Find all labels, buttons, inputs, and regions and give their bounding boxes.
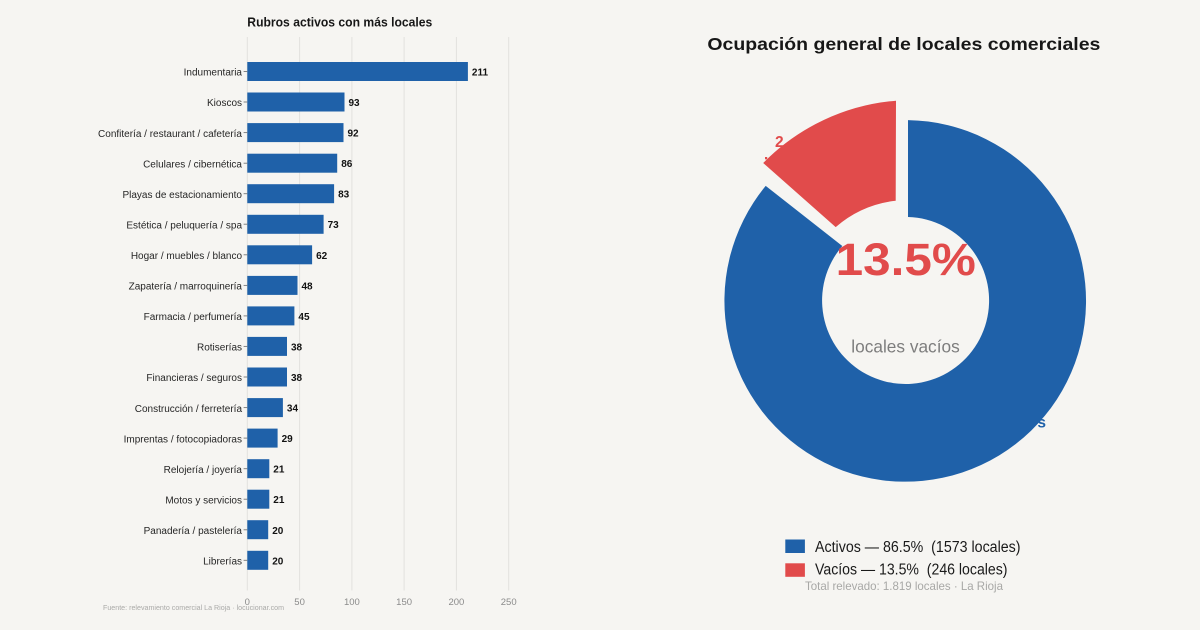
- svg-text:211: 211: [472, 68, 489, 79]
- svg-text:45: 45: [298, 312, 310, 323]
- svg-text:20: 20: [272, 556, 284, 567]
- svg-text:Construcción / ferretería: Construcción / ferretería: [135, 404, 243, 415]
- svg-text:Kioscos: Kioscos: [207, 98, 242, 109]
- svg-text:Confitería / restaurant / cafe: Confitería / restaurant / cafetería: [98, 129, 242, 140]
- svg-text:Estética / peluquería / spa: Estética / peluquería / spa: [126, 220, 242, 231]
- svg-text:Indumentaria: Indumentaria: [184, 68, 243, 79]
- svg-text:locales vacíos: locales vacíos: [851, 337, 960, 357]
- svg-text:s: s: [1037, 415, 1046, 432]
- svg-text:Playas de estacionamiento: Playas de estacionamiento: [122, 190, 242, 201]
- svg-text:29: 29: [282, 434, 294, 445]
- svg-text:0: 0: [245, 597, 250, 608]
- svg-text:48: 48: [302, 281, 314, 292]
- svg-text:Farmacia / perfumería: Farmacia / perfumería: [144, 312, 243, 323]
- svg-text:38: 38: [291, 373, 303, 384]
- svg-text:Rubros activos con más locales: Rubros activos con más locales: [247, 16, 432, 30]
- svg-text:Hogar / muebles / blanco: Hogar / muebles / blanco: [131, 251, 243, 262]
- svg-text:73: 73: [328, 220, 340, 231]
- svg-text:13.5%: 13.5%: [836, 234, 976, 285]
- svg-text:20: 20: [272, 526, 284, 537]
- svg-text:34: 34: [287, 404, 299, 415]
- svg-text:Imprentas / fotocopiadoras: Imprentas / fotocopiadoras: [124, 434, 242, 445]
- svg-text:86: 86: [341, 159, 353, 170]
- svg-text:92: 92: [348, 129, 360, 140]
- svg-text:Total relevado: 1.819 locales: Total relevado: 1.819 locales · La Rioja: [805, 579, 1003, 593]
- svg-text:62: 62: [316, 251, 328, 262]
- svg-text:93: 93: [349, 98, 361, 109]
- svg-text:Ocupación general de locales c: Ocupación general de locales comerciales: [707, 34, 1100, 54]
- svg-text:Fuente: relevamiento comercial: Fuente: relevamiento comercial La Rioja …: [103, 603, 284, 612]
- svg-text:250: 250: [501, 597, 517, 608]
- svg-text:Zapatería / marroquinería: Zapatería / marroquinería: [129, 282, 243, 293]
- svg-text:Financieras / seguros: Financieras / seguros: [146, 373, 242, 384]
- svg-text:83: 83: [338, 190, 350, 201]
- svg-text:21: 21: [273, 495, 285, 506]
- svg-text:Rotiserías: Rotiserías: [197, 343, 242, 354]
- svg-text:Celulares / cibernética: Celulares / cibernética: [143, 159, 242, 170]
- svg-text:Relojería / joyería: Relojería / joyería: [164, 465, 243, 476]
- svg-text:Panadería / pastelería: Panadería / pastelería: [144, 526, 243, 537]
- svg-text:Activos — 86.5% (1573 locales: Activos — 86.5% (1573 locales): [815, 539, 1021, 556]
- svg-text:50: 50: [294, 597, 305, 608]
- svg-text:150: 150: [396, 597, 412, 608]
- svg-text:Librerías: Librerías: [203, 557, 242, 568]
- svg-text:21: 21: [273, 465, 285, 476]
- svg-text:200: 200: [448, 597, 464, 608]
- svg-text:Vacíos — 13.5% (246 locales): Vacíos — 13.5% (246 locales): [815, 562, 1008, 579]
- svg-text:Motos y servicios: Motos y servicios: [165, 495, 242, 506]
- svg-text:38: 38: [291, 342, 303, 353]
- svg-text:2: 2: [775, 134, 784, 151]
- svg-text:100: 100: [344, 597, 360, 608]
